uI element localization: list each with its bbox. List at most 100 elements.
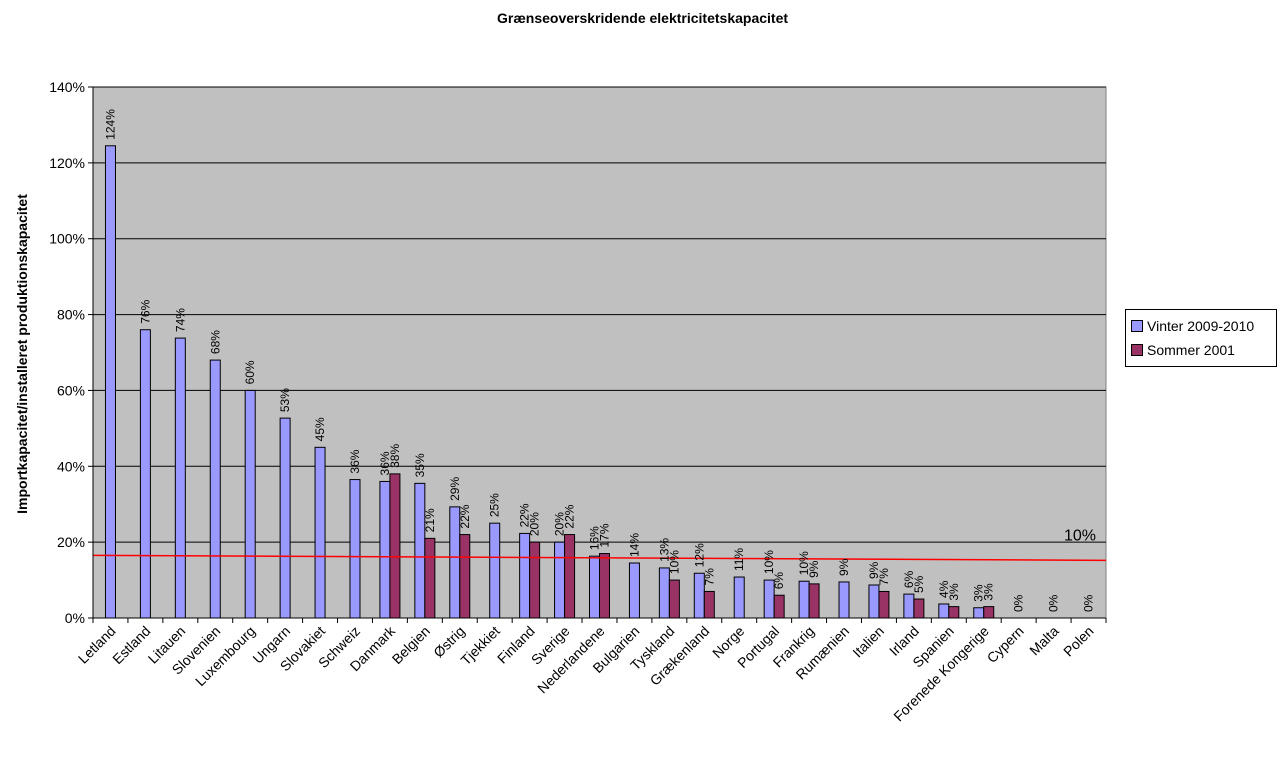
- data-label-series-2: 38%: [388, 444, 402, 468]
- bar-series-2: [948, 606, 960, 619]
- x-tick-label: Estland: [109, 623, 153, 667]
- legend-item-series-2: Sommer 2001: [1131, 342, 1235, 358]
- reference-line: [92, 554, 1107, 562]
- data-label-series-2: 20%: [528, 512, 542, 536]
- data-label-series-1: 9%: [867, 561, 881, 579]
- bar-series-2: [703, 590, 715, 619]
- data-label-series-1: 45%: [313, 417, 327, 441]
- bar-series-1: [973, 607, 985, 619]
- legend-label-series-1: Vinter 2009-2010: [1147, 318, 1255, 334]
- data-label-series-1: 0%: [1047, 594, 1061, 612]
- legend-swatch-series-2: [1131, 344, 1143, 356]
- data-label-series-2: 22%: [563, 504, 577, 528]
- data-label-series-2: 9%: [807, 560, 821, 578]
- data-label-series-1: 35%: [413, 453, 427, 477]
- data-label-series-1: 22%: [518, 503, 532, 527]
- bar-series-1: [279, 417, 291, 619]
- data-label-series-1: 13%: [657, 538, 671, 562]
- data-label-series-2: 22%: [458, 504, 472, 528]
- y-tick-label: 120%: [49, 155, 85, 171]
- data-label-series-2: 3%: [947, 583, 961, 601]
- data-label-series-1: 36%: [348, 449, 362, 473]
- data-label-series-1: 14%: [627, 533, 641, 557]
- data-label-series-2: 5%: [912, 575, 926, 593]
- data-label-series-1: 60%: [243, 360, 257, 384]
- data-label-series-1: 124%: [103, 109, 117, 140]
- bar-series-1: [798, 580, 810, 619]
- y-tick-label: 20%: [57, 534, 85, 550]
- data-label-series-1: 36%: [378, 451, 392, 475]
- bar-series-2: [599, 553, 610, 619]
- bar-series-1: [379, 480, 391, 619]
- data-label-series-1: 25%: [488, 493, 502, 517]
- y-tick-label: 0%: [65, 610, 85, 626]
- y-tick-label: 60%: [57, 382, 85, 398]
- data-label-series-1: 0%: [1082, 594, 1096, 612]
- bar-series-2: [459, 534, 471, 619]
- bar-series-1: [938, 603, 950, 619]
- bar-series-2: [983, 606, 995, 619]
- bar-series-1: [658, 567, 670, 619]
- bar-series-1: [838, 581, 850, 619]
- data-label-series-1: 74%: [173, 308, 187, 332]
- legend-swatch-series-1: [1131, 320, 1143, 332]
- bar-series-1: [489, 522, 501, 619]
- data-label-series-2: 3%: [982, 583, 996, 601]
- data-labels: 124%76% 74%68%60%53%45%36% 36%38% 35%21%29%…: [103, 109, 1095, 612]
- x-tick-label: Malta: [1026, 623, 1062, 659]
- data-label-series-1: 29%: [448, 477, 462, 501]
- data-label-series-2: 21%: [423, 508, 437, 532]
- data-label-series-1: 76%: [138, 299, 152, 323]
- x-tick-label: Cypern: [984, 623, 1027, 666]
- bar-series-2: [878, 590, 890, 619]
- x-tick-label: Italien: [849, 623, 887, 661]
- bar-series-2: [668, 579, 680, 619]
- data-label-series-1: 9%: [837, 558, 851, 576]
- data-label-series-1: 12%: [692, 543, 706, 567]
- bar-series-1: [903, 593, 915, 619]
- x-tick-label: Polen: [1060, 623, 1097, 660]
- legend-item-series-1: Vinter 2009-2010: [1131, 318, 1254, 334]
- bar-series-2: [564, 534, 576, 619]
- bar-series-2: [913, 598, 925, 619]
- data-label-series-1: 20%: [553, 512, 567, 536]
- bar-series-1: [733, 576, 745, 619]
- bar-series-1: [244, 389, 256, 619]
- data-label-series-2: 6%: [772, 572, 786, 590]
- plot-area: [92, 86, 1107, 619]
- axes: [92, 87, 1106, 619]
- bar-series-1: [628, 562, 640, 619]
- data-label-series-1: 0%: [1012, 594, 1026, 612]
- data-label-series-1: 3%: [972, 584, 986, 602]
- bar-series-2: [424, 537, 436, 619]
- bar-series-1: [868, 584, 880, 619]
- y-tick-label: 80%: [57, 307, 85, 323]
- legend: Vinter 2009-2010 Sommer 2001: [1125, 309, 1277, 367]
- bar-series-1: [174, 337, 186, 619]
- bar-series-1: [589, 555, 600, 619]
- x-tick-label: Tjekkiet: [457, 623, 502, 668]
- y-tick-label: 40%: [57, 458, 85, 474]
- bar-series-1: [519, 532, 531, 619]
- bar-series-1: [554, 541, 566, 619]
- bar-series-2: [389, 473, 401, 619]
- data-label-series-2: 17%: [598, 523, 612, 547]
- data-label-series-2: 7%: [702, 568, 716, 586]
- bar-series-1: [209, 359, 221, 619]
- bar-series-2: [773, 594, 785, 619]
- x-tick-label: Belgien: [389, 623, 433, 667]
- data-label-series-1: 10%: [797, 551, 811, 575]
- data-label-series-2: 10%: [667, 550, 681, 574]
- data-label-series-1: 10%: [762, 550, 776, 574]
- bar-series-1: [104, 145, 116, 619]
- bar-series-1: [414, 482, 426, 619]
- data-label-series-1: 16%: [588, 526, 602, 550]
- bar-series-1: [349, 479, 361, 619]
- y-tick-label: 100%: [49, 231, 85, 247]
- data-label-series-1: 68%: [208, 330, 222, 354]
- bar-series-2: [529, 541, 541, 619]
- gridlines: [93, 86, 1106, 543]
- bar-series-1: [314, 446, 326, 619]
- reference-line-label: 10%: [1064, 527, 1096, 544]
